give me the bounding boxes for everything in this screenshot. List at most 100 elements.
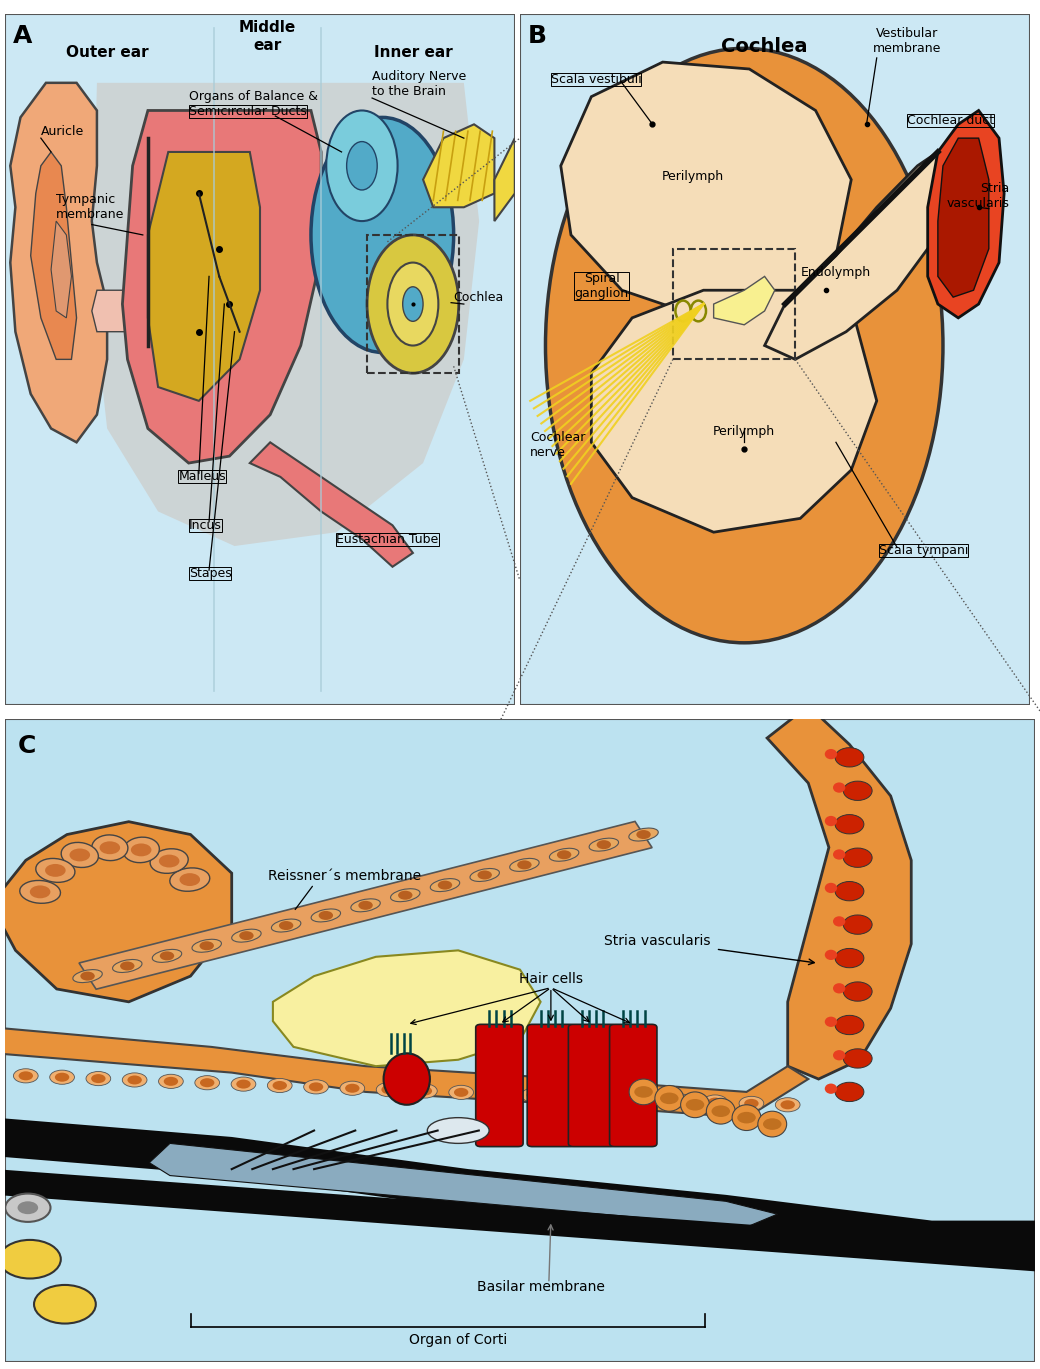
Text: Perilymph: Perilymph xyxy=(713,426,775,438)
Text: Cochlear
nerve: Cochlear nerve xyxy=(530,431,586,459)
Ellipse shape xyxy=(706,1098,735,1124)
Circle shape xyxy=(526,1091,541,1099)
Text: Spiral
ganglion: Spiral ganglion xyxy=(574,272,628,300)
Ellipse shape xyxy=(825,950,837,960)
Ellipse shape xyxy=(557,1090,582,1103)
Circle shape xyxy=(131,843,152,857)
Ellipse shape xyxy=(835,882,864,901)
Ellipse shape xyxy=(271,919,301,932)
Text: Perilymph: Perilymph xyxy=(662,170,724,182)
Polygon shape xyxy=(31,152,77,359)
Circle shape xyxy=(70,849,90,861)
Ellipse shape xyxy=(833,783,846,793)
Circle shape xyxy=(55,1073,70,1082)
Ellipse shape xyxy=(391,888,420,902)
Ellipse shape xyxy=(311,909,340,921)
FancyBboxPatch shape xyxy=(569,1024,616,1147)
Circle shape xyxy=(18,1202,38,1214)
Polygon shape xyxy=(250,442,413,567)
Text: Scala vestibuli: Scala vestibuli xyxy=(550,73,642,86)
Circle shape xyxy=(763,1118,781,1129)
Polygon shape xyxy=(713,277,775,324)
Ellipse shape xyxy=(92,835,128,861)
Ellipse shape xyxy=(384,1053,430,1105)
Circle shape xyxy=(45,864,66,876)
Ellipse shape xyxy=(158,1075,183,1088)
Circle shape xyxy=(279,921,293,930)
Circle shape xyxy=(19,1072,33,1080)
Ellipse shape xyxy=(73,969,102,983)
Circle shape xyxy=(163,1077,178,1086)
Text: Vestibular
membrane: Vestibular membrane xyxy=(874,27,941,55)
Ellipse shape xyxy=(50,1071,75,1084)
Ellipse shape xyxy=(14,1069,38,1083)
Ellipse shape xyxy=(825,749,837,760)
Text: Reissner´s membrane: Reissner´s membrane xyxy=(268,868,421,883)
Polygon shape xyxy=(592,290,877,533)
Text: Hair cells: Hair cells xyxy=(519,972,582,986)
Circle shape xyxy=(517,860,531,869)
Polygon shape xyxy=(928,111,1004,318)
Ellipse shape xyxy=(192,939,222,953)
Polygon shape xyxy=(423,125,494,207)
Circle shape xyxy=(345,1084,360,1092)
Ellipse shape xyxy=(112,960,142,972)
Ellipse shape xyxy=(170,868,210,891)
Circle shape xyxy=(477,871,492,879)
Circle shape xyxy=(599,1094,614,1102)
Circle shape xyxy=(708,1098,723,1106)
Polygon shape xyxy=(768,706,911,1079)
Ellipse shape xyxy=(758,1112,786,1136)
Text: B: B xyxy=(527,25,547,48)
Circle shape xyxy=(672,1097,686,1105)
Circle shape xyxy=(711,1105,730,1117)
Circle shape xyxy=(438,880,452,890)
Text: Cochlear duct: Cochlear duct xyxy=(907,114,994,127)
Circle shape xyxy=(597,841,612,849)
Text: Endolymph: Endolymph xyxy=(801,267,872,279)
Circle shape xyxy=(382,1086,396,1094)
Ellipse shape xyxy=(833,983,846,994)
Circle shape xyxy=(318,910,333,920)
Text: Organs of Balance &: Organs of Balance & xyxy=(188,90,317,103)
Text: Eustachian Tube: Eustachian Tube xyxy=(337,533,439,546)
Ellipse shape xyxy=(61,842,99,868)
Ellipse shape xyxy=(833,1050,846,1061)
Ellipse shape xyxy=(630,1092,655,1106)
Circle shape xyxy=(200,1079,214,1087)
Circle shape xyxy=(34,1285,96,1324)
Ellipse shape xyxy=(680,1092,709,1117)
Ellipse shape xyxy=(267,1079,292,1092)
Text: Organ of Corti: Organ of Corti xyxy=(409,1333,508,1347)
Ellipse shape xyxy=(703,1095,728,1109)
Circle shape xyxy=(453,1088,468,1097)
Ellipse shape xyxy=(35,858,75,883)
Ellipse shape xyxy=(843,1049,873,1068)
Circle shape xyxy=(120,961,134,971)
Ellipse shape xyxy=(367,235,459,374)
Ellipse shape xyxy=(346,141,378,190)
Circle shape xyxy=(236,1080,251,1088)
Ellipse shape xyxy=(20,880,60,904)
Ellipse shape xyxy=(835,1016,864,1035)
Ellipse shape xyxy=(629,828,658,841)
Ellipse shape xyxy=(835,747,864,767)
Ellipse shape xyxy=(194,1076,219,1090)
Text: Outer ear: Outer ear xyxy=(66,45,149,60)
Circle shape xyxy=(5,1194,51,1223)
Polygon shape xyxy=(92,84,479,546)
Circle shape xyxy=(359,901,372,910)
Ellipse shape xyxy=(825,816,837,826)
Ellipse shape xyxy=(843,914,873,934)
Text: Auricle: Auricle xyxy=(41,125,84,138)
Ellipse shape xyxy=(833,849,846,860)
Ellipse shape xyxy=(123,838,159,862)
Polygon shape xyxy=(10,84,107,442)
Polygon shape xyxy=(148,152,260,401)
Ellipse shape xyxy=(835,949,864,968)
Circle shape xyxy=(737,1112,756,1124)
Text: Malleus: Malleus xyxy=(179,471,226,483)
Polygon shape xyxy=(561,62,851,318)
Circle shape xyxy=(398,891,413,899)
Text: Stria
vascularis: Stria vascularis xyxy=(946,182,1009,211)
